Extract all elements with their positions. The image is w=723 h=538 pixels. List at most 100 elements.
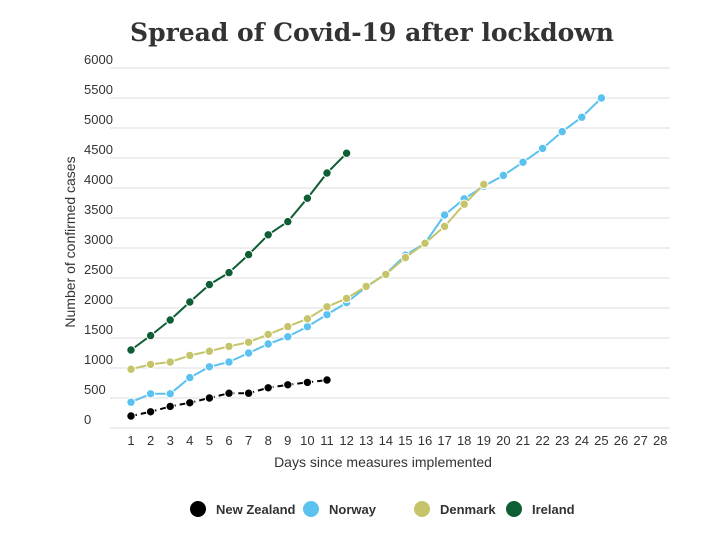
series-line: [130, 183, 485, 371]
data-point: [126, 397, 136, 407]
y-tick-label: 1500: [84, 322, 113, 337]
data-point: [145, 330, 156, 341]
x-tick-label: 28: [653, 433, 667, 448]
data-point: [498, 170, 509, 181]
data-point: [204, 346, 215, 356]
data-point: [341, 148, 352, 158]
data-point: [243, 249, 254, 260]
data-point: [243, 388, 254, 398]
data-point: [165, 401, 175, 412]
x-tick-label: 19: [477, 433, 491, 448]
legend-label: Norway: [329, 502, 377, 517]
data-point: [126, 411, 136, 421]
data-point: [185, 398, 195, 408]
series-denmark: [126, 179, 489, 374]
y-tick-label: 500: [84, 382, 106, 397]
x-tick-label: 5: [206, 433, 213, 448]
legend-marker: [414, 501, 430, 517]
data-point: [185, 350, 195, 361]
x-tick-label: 26: [614, 433, 628, 448]
x-tick-label: 12: [339, 433, 353, 448]
data-point: [577, 112, 587, 122]
legend-label: New Zealand: [216, 502, 296, 517]
x-tick-label: 17: [437, 433, 451, 448]
data-point: [283, 216, 293, 227]
y-tick-label: 3000: [84, 232, 113, 247]
data-point: [479, 179, 489, 190]
x-axis-label: Days since measures implemented: [274, 454, 492, 470]
y-tick-label: 5500: [84, 82, 113, 97]
x-tick-label: 1: [127, 433, 134, 448]
x-tick-label: 8: [265, 433, 272, 448]
legend-label: Ireland: [532, 502, 575, 517]
series-line: [130, 152, 348, 351]
x-tick-label: 3: [167, 433, 174, 448]
data-point: [224, 341, 234, 352]
y-tick-label: 3500: [84, 202, 113, 217]
legend-label: Denmark: [440, 502, 496, 517]
data-point: [204, 362, 215, 372]
data-point: [322, 375, 332, 385]
x-tick-label: 2: [147, 433, 154, 448]
data-point: [322, 309, 332, 320]
data-point: [381, 269, 391, 280]
y-tick-label: 1000: [84, 352, 113, 367]
x-tick-label: 27: [633, 433, 647, 448]
data-point: [243, 337, 254, 347]
y-tick-label: 5000: [84, 112, 113, 127]
data-point: [302, 314, 313, 324]
data-point: [537, 143, 548, 154]
data-point: [400, 252, 411, 263]
series-new-zealand: [126, 375, 332, 421]
data-point: [341, 293, 352, 304]
x-tick-label: 6: [225, 433, 232, 448]
data-point: [322, 302, 332, 312]
series-ireland: [126, 148, 352, 355]
series-line: [130, 97, 603, 404]
data-point: [283, 321, 293, 332]
x-tick-label: 25: [594, 433, 608, 448]
x-tick-label: 23: [555, 433, 569, 448]
data-point: [302, 321, 313, 332]
x-tick-label: 13: [359, 433, 373, 448]
data-point: [204, 279, 215, 290]
data-point: [224, 267, 234, 278]
data-point: [145, 359, 156, 370]
data-point: [596, 93, 607, 103]
data-point: [283, 380, 293, 390]
data-point: [126, 345, 136, 355]
data-point: [302, 377, 313, 388]
legend-marker: [506, 501, 522, 517]
data-point: [185, 372, 195, 383]
data-point: [263, 230, 273, 240]
data-point: [439, 210, 450, 220]
data-point: [243, 348, 254, 358]
data-point: [185, 297, 195, 307]
legend: New Zealand Norway Denmark Ireland: [190, 501, 575, 517]
y-tick-label: 4500: [84, 142, 113, 157]
data-point: [283, 332, 293, 342]
data-point: [302, 193, 313, 203]
x-tick-label: 18: [457, 433, 471, 448]
x-tick-label: 21: [516, 433, 530, 448]
data-point: [224, 388, 234, 398]
x-tick-label: 15: [398, 433, 412, 448]
y-axis-label: Number of confirmed cases: [62, 156, 78, 327]
data-point: [361, 281, 371, 292]
x-tick-label: 22: [535, 433, 549, 448]
series-norway: [126, 93, 607, 407]
y-tick-label: 2000: [84, 292, 113, 307]
y-tick-label: 2500: [84, 262, 113, 277]
data-point: [263, 329, 273, 340]
data-point: [263, 339, 273, 349]
legend-marker: [303, 501, 319, 517]
legend-marker: [190, 501, 206, 517]
data-point: [263, 383, 273, 393]
data-point: [420, 238, 430, 248]
y-tick-label: 6000: [84, 52, 113, 67]
gridlines: [110, 67, 670, 429]
x-tick-label: 24: [575, 433, 589, 448]
x-tick-label: 20: [496, 433, 510, 448]
